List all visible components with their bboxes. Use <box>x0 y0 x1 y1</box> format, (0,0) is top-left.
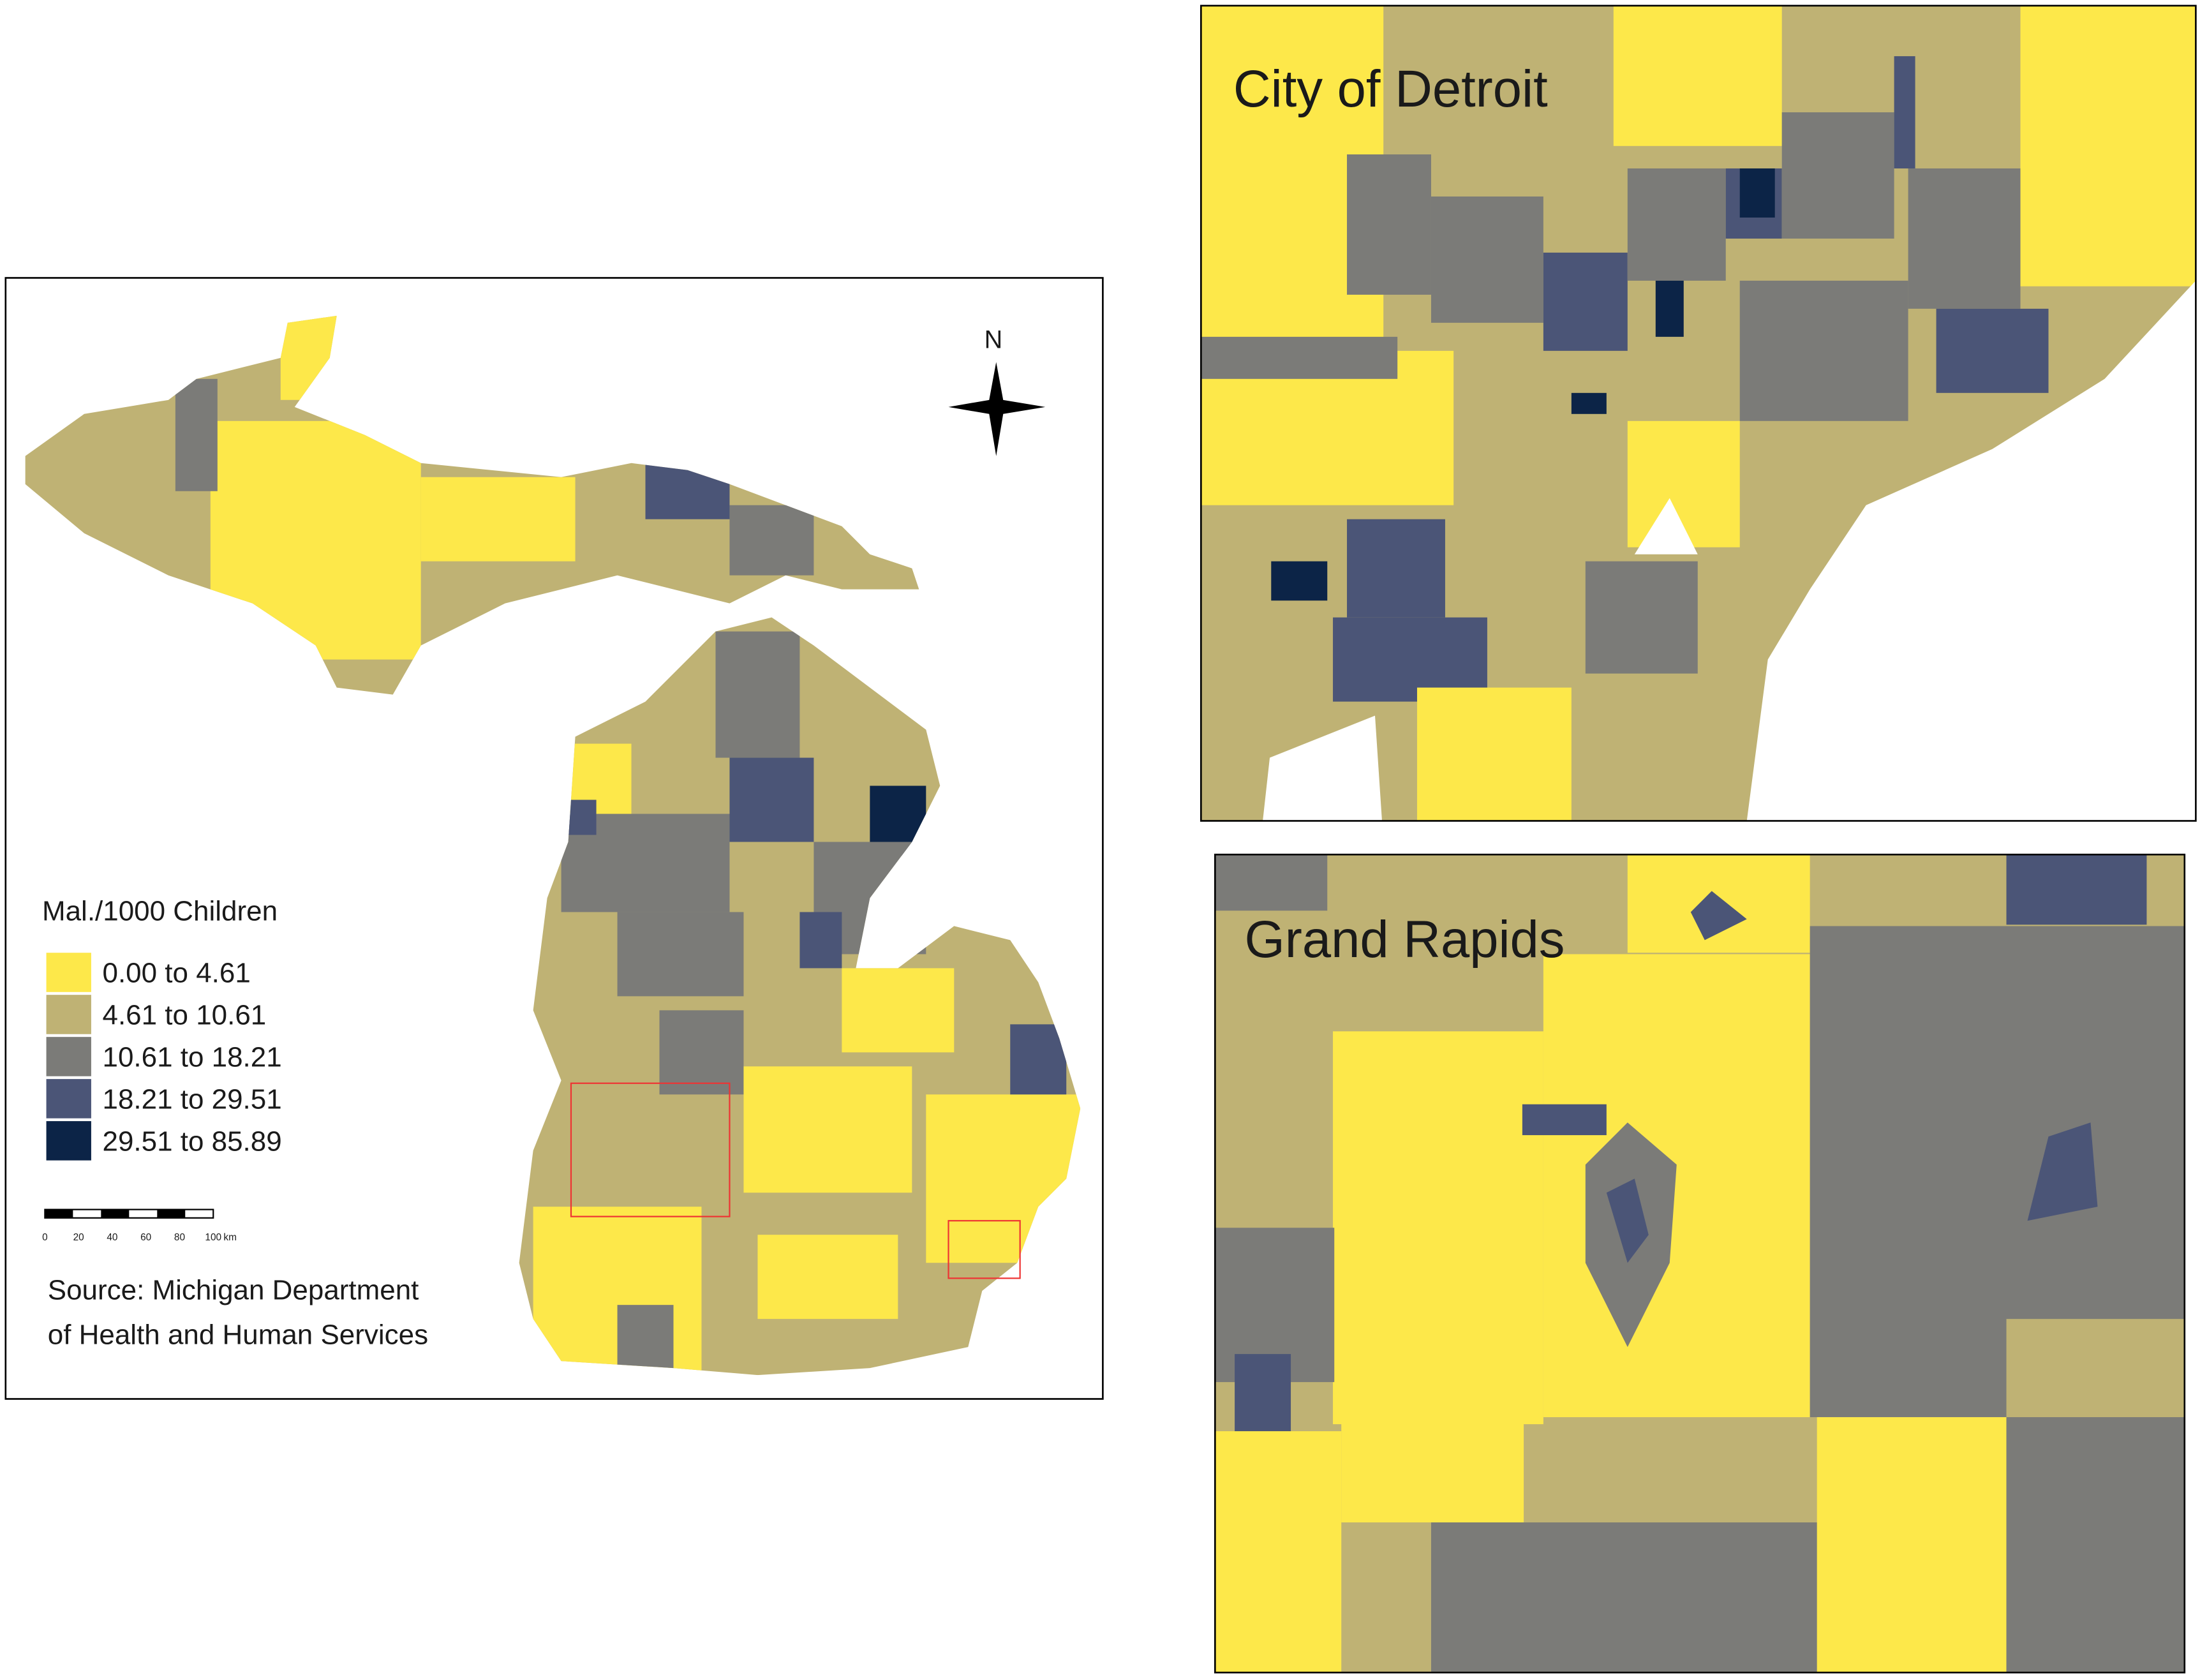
region <box>1431 196 1543 323</box>
legend-label: 10.61 to 18.21 <box>103 1041 282 1073</box>
legend-label: 4.61 to 10.61 <box>103 999 267 1030</box>
region <box>729 505 814 576</box>
region <box>1908 168 2021 309</box>
scale-bar-segment <box>157 1209 186 1218</box>
region <box>1522 1104 1607 1136</box>
region <box>799 912 842 969</box>
region <box>1333 1031 1543 1425</box>
scale-label: 60 <box>140 1232 151 1243</box>
scale-label: 100 <box>205 1232 221 1243</box>
grand-rapids-marker <box>570 1082 731 1217</box>
region <box>1235 1354 1291 1439</box>
legend-label: 29.51 to 85.89 <box>103 1126 282 1157</box>
region <box>1817 1417 2007 1673</box>
region <box>2006 854 2147 925</box>
region <box>1739 168 1775 218</box>
scale-bar-segment <box>45 1209 73 1218</box>
region <box>1781 112 1894 239</box>
north-arrow: N <box>948 325 1046 456</box>
region <box>1010 1024 1067 1095</box>
region <box>617 1305 674 1376</box>
detroit-frame <box>1200 4 2197 822</box>
detroit-map <box>1201 5 2196 821</box>
region <box>1431 1522 1824 1673</box>
legend-swatch <box>46 953 91 992</box>
region <box>842 968 955 1053</box>
region <box>2027 1122 2098 1221</box>
region <box>1585 561 1698 674</box>
source-line: of Health and Human Services <box>48 1319 428 1351</box>
region <box>1606 1178 1649 1263</box>
region <box>1347 519 1445 618</box>
region <box>1215 854 1328 911</box>
region <box>1690 891 1747 940</box>
legend-label: 0.00 to 4.61 <box>103 957 251 988</box>
legend-swatch <box>46 1037 91 1076</box>
region <box>1341 1417 1524 1523</box>
scale-bar-segment <box>101 1209 130 1218</box>
legend-swatch <box>46 995 91 1034</box>
region <box>715 631 800 758</box>
region <box>1201 336 1398 379</box>
region <box>175 378 218 491</box>
scale-label: 80 <box>174 1232 185 1243</box>
legend-swatch <box>46 1079 91 1119</box>
region <box>617 912 744 997</box>
scale-unit: km <box>223 1232 237 1243</box>
inset-title: Grand Rapids <box>1244 911 1565 969</box>
water <box>1746 280 2196 821</box>
region <box>1347 154 1431 295</box>
region <box>757 1235 898 1319</box>
scale-label: 0 <box>42 1232 48 1243</box>
scale-label: 40 <box>107 1232 117 1243</box>
region <box>1936 308 2049 393</box>
region <box>2006 1417 2185 1673</box>
legend-swatch <box>46 1121 91 1161</box>
region <box>420 477 576 561</box>
region <box>1613 5 1782 146</box>
region <box>1416 687 1572 821</box>
region <box>1543 252 1628 351</box>
scale-bar: 0 20 40 60 80 100 km <box>42 1208 237 1243</box>
detroit-marker <box>948 1220 1021 1279</box>
region <box>1271 561 1328 601</box>
region <box>1894 56 1915 168</box>
region <box>1571 392 1607 414</box>
region <box>659 1010 744 1095</box>
scale-label: 20 <box>73 1232 84 1243</box>
compass-star <box>948 362 1046 456</box>
region <box>1655 280 1684 337</box>
legend: 0.00 to 4.61 4.61 to 10.61 10.61 to 18.21 1… <box>46 953 282 1161</box>
legend-title: Mal./1000 Children <box>42 896 278 927</box>
water <box>1634 498 1698 554</box>
region <box>1215 1431 1342 1673</box>
region <box>729 757 814 842</box>
source-line: Source: Michigan Department <box>48 1274 419 1305</box>
region <box>1627 168 1726 281</box>
legend-label: 18.21 to 29.51 <box>103 1083 282 1115</box>
grand-rapids-map <box>1215 854 2185 1673</box>
region <box>1739 280 1908 421</box>
region <box>2020 5 2196 286</box>
inset-title: City of Detroit <box>1233 60 1548 118</box>
north-label: N <box>985 325 1003 353</box>
region <box>743 1066 912 1193</box>
water <box>1263 715 1382 821</box>
region <box>1543 954 1810 1418</box>
grand-rapids-frame <box>1214 853 2186 1674</box>
region <box>2006 1319 2185 1418</box>
